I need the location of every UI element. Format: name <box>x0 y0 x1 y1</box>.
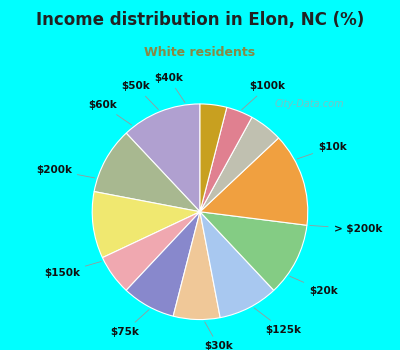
Text: Income distribution in Elon, NC (%): Income distribution in Elon, NC (%) <box>36 10 364 28</box>
Text: $40k: $40k <box>154 73 185 103</box>
Text: $150k: $150k <box>44 261 101 278</box>
Text: $60k: $60k <box>89 100 132 125</box>
Text: $75k: $75k <box>110 310 149 337</box>
Wedge shape <box>200 212 307 290</box>
Wedge shape <box>102 212 200 290</box>
Text: City-Data.com: City-Data.com <box>275 99 344 108</box>
Wedge shape <box>126 104 200 212</box>
Text: $50k: $50k <box>122 82 158 110</box>
Text: $20k: $20k <box>290 276 338 296</box>
Wedge shape <box>200 212 274 318</box>
Text: White residents: White residents <box>144 46 256 58</box>
Wedge shape <box>94 133 200 212</box>
Text: > $200k: > $200k <box>310 224 382 234</box>
Text: $125k: $125k <box>254 308 301 335</box>
Wedge shape <box>200 104 227 212</box>
Text: $10k: $10k <box>297 142 347 159</box>
Wedge shape <box>200 138 308 225</box>
Text: $200k: $200k <box>36 165 95 178</box>
Text: $30k: $30k <box>204 322 233 350</box>
Wedge shape <box>126 212 200 316</box>
Wedge shape <box>173 212 220 320</box>
Wedge shape <box>200 107 252 212</box>
Wedge shape <box>92 191 200 258</box>
Text: $100k: $100k <box>242 82 286 110</box>
Wedge shape <box>200 117 278 212</box>
